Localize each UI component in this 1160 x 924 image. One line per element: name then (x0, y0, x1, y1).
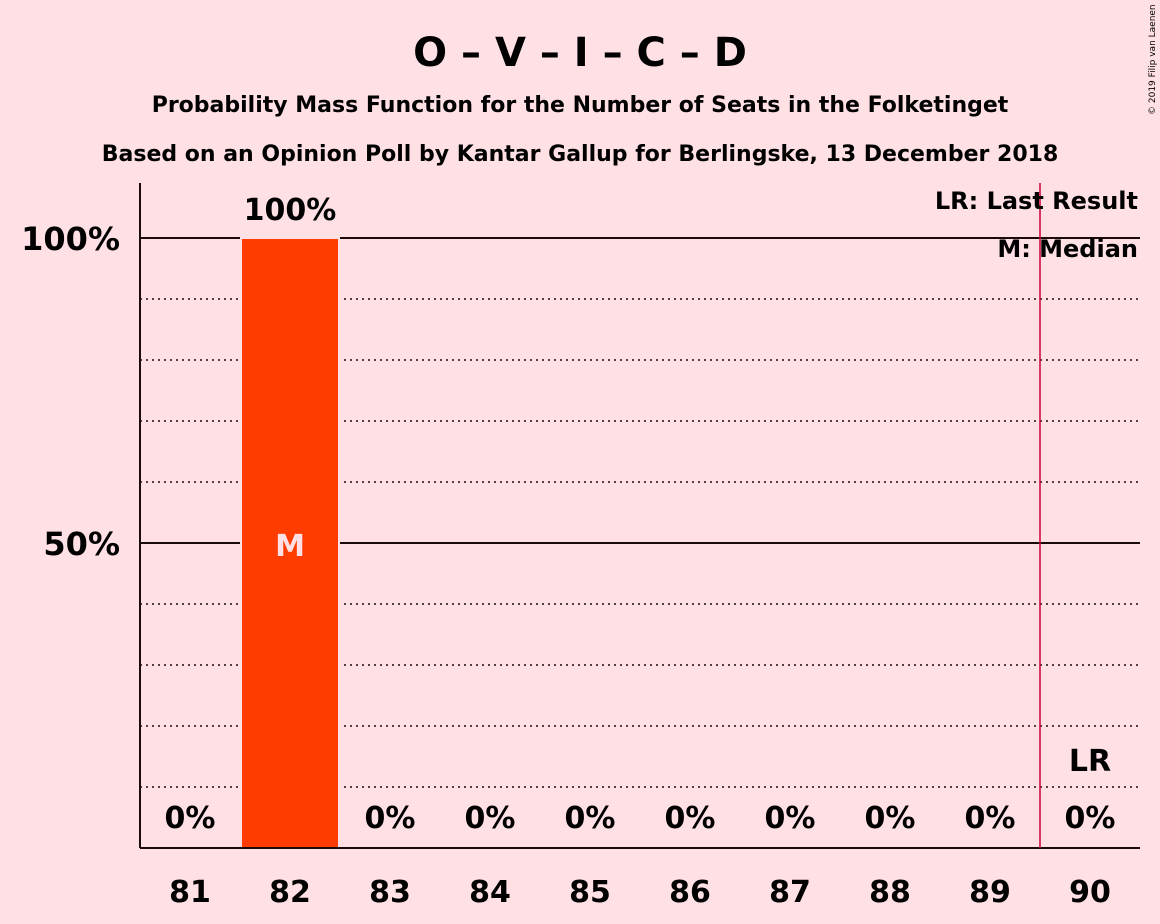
x-tick-86: 86 (669, 875, 711, 910)
value-label-85: 0% (565, 801, 616, 836)
value-label-82: 100% (244, 193, 337, 228)
markers: M LR (275, 183, 1111, 848)
last-result-label: LR (1069, 744, 1111, 779)
legend-median: M: Median (997, 235, 1138, 263)
x-tick-81: 81 (169, 875, 211, 910)
value-label-83: 0% (365, 801, 416, 836)
value-label-87: 0% (765, 801, 816, 836)
x-tick-83: 83 (369, 875, 411, 910)
y-tick-100: 100% (21, 220, 120, 258)
value-label-86: 0% (665, 801, 716, 836)
value-label-90: 0% (1065, 801, 1116, 836)
y-tick-labels: 50% 100% (21, 220, 120, 563)
value-labels: 0% 100% 0% 0% 0% 0% 0% 0% 0% 0% (165, 193, 1116, 836)
chart-subtitle: Probability Mass Function for the Number… (152, 93, 1009, 118)
axes (139, 183, 1140, 849)
chart-subtitle-2: Based on an Opinion Poll by Kantar Gallu… (102, 142, 1059, 167)
x-tick-82: 82 (269, 875, 311, 910)
x-tick-89: 89 (969, 875, 1011, 910)
copyright-credit: © 2019 Filip van Laenen (1148, 4, 1158, 115)
gridlines (140, 237, 1140, 788)
x-tick-87: 87 (769, 875, 811, 910)
x-tick-88: 88 (869, 875, 911, 910)
y-tick-50: 50% (43, 525, 120, 563)
bar-82 (240, 237, 340, 849)
x-tick-90: 90 (1069, 875, 1111, 910)
x-tick-labels: 81 82 83 84 85 86 87 88 89 90 (169, 875, 1111, 910)
value-label-88: 0% (865, 801, 916, 836)
legend-last-result: LR: Last Result (935, 187, 1138, 215)
value-label-89: 0% (965, 801, 1016, 836)
bars (240, 237, 340, 849)
x-tick-85: 85 (569, 875, 611, 910)
x-tick-84: 84 (469, 875, 511, 910)
value-label-81: 0% (165, 801, 216, 836)
value-label-84: 0% (465, 801, 516, 836)
chart-title: O – V – I – C – D (413, 30, 747, 76)
median-marker: M (275, 529, 305, 564)
